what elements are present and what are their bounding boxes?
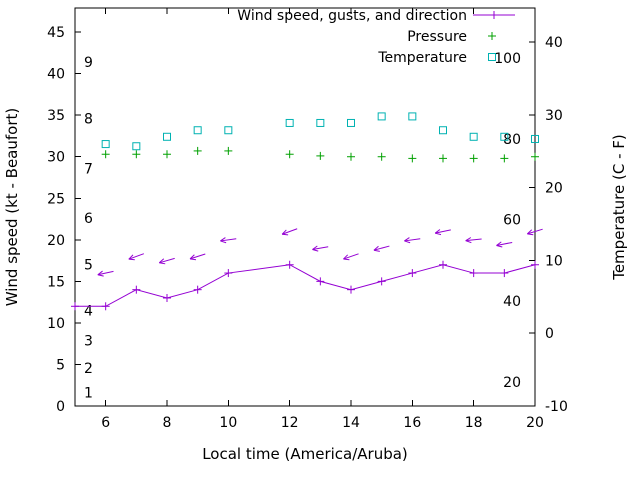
svg-text:-10: -10	[545, 399, 568, 415]
svg-text:25: 25	[47, 191, 65, 207]
axis-titles: Local time (America/Aruba) Wind speed (kt…	[3, 108, 628, 463]
svg-text:Local time (America/Aruba): Local time (America/Aruba)	[202, 445, 408, 463]
svg-text:7: 7	[84, 161, 93, 177]
svg-text:2: 2	[84, 361, 93, 377]
svg-text:60: 60	[503, 213, 521, 229]
svg-text:3: 3	[84, 333, 93, 349]
svg-text:40: 40	[545, 35, 563, 51]
svg-text:12: 12	[281, 415, 299, 431]
svg-text:30: 30	[47, 150, 65, 166]
svg-text:10: 10	[47, 316, 65, 332]
svg-text:18: 18	[465, 415, 483, 431]
svg-text:0: 0	[545, 326, 554, 342]
legend: Wind speed, gusts, and direction Pressure…	[237, 8, 515, 66]
svg-text:16: 16	[403, 415, 421, 431]
svg-text:Temperature: Temperature	[377, 50, 467, 66]
beaufort-scale-labels: 1 2 3 4 5 6 7 8 9	[84, 55, 93, 402]
svg-text:10: 10	[219, 415, 237, 431]
svg-text:6: 6	[101, 415, 110, 431]
series-line-plus	[71, 260, 539, 311]
svg-text:14: 14	[342, 415, 360, 431]
svg-text:10: 10	[545, 253, 563, 269]
svg-text:20: 20	[503, 375, 521, 391]
svg-text:30: 30	[545, 108, 563, 124]
svg-text:15: 15	[47, 274, 65, 290]
svg-text:5: 5	[56, 357, 65, 373]
svg-text:9: 9	[84, 55, 93, 71]
svg-text:5: 5	[84, 258, 93, 274]
svg-text:20: 20	[545, 181, 563, 197]
svg-text:40: 40	[47, 67, 65, 83]
svg-text:45: 45	[47, 25, 65, 41]
svg-text:8: 8	[163, 415, 172, 431]
svg-text:Wind speed (kt - Beaufort): Wind speed (kt - Beaufort)	[3, 108, 21, 307]
svg-text:35: 35	[47, 108, 65, 124]
svg-text:20: 20	[526, 415, 544, 431]
svg-text:100: 100	[494, 51, 521, 67]
plot-frame	[74, 7, 536, 407]
svg-text:1: 1	[84, 386, 93, 402]
svg-text:8: 8	[84, 112, 93, 128]
series-plus	[101, 146, 539, 163]
svg-text:4: 4	[84, 303, 93, 319]
svg-text:20: 20	[47, 233, 65, 249]
svg-text:6: 6	[84, 211, 93, 227]
svg-text:Pressure: Pressure	[407, 29, 467, 45]
axis-ticks	[75, 8, 536, 407]
svg-text:Wind speed, gusts, and directi: Wind speed, gusts, and direction	[237, 8, 467, 24]
svg-text:0: 0	[56, 399, 65, 415]
series-square	[101, 112, 539, 151]
svg-text:Temperature (C - F): Temperature (C - F)	[610, 134, 628, 281]
axis-tick-labels: 6 8 10 12 14 16 18 20051015202530354045-1001020…	[47, 25, 568, 431]
series-arrow	[97, 228, 543, 277]
svg-text:40: 40	[503, 294, 521, 310]
